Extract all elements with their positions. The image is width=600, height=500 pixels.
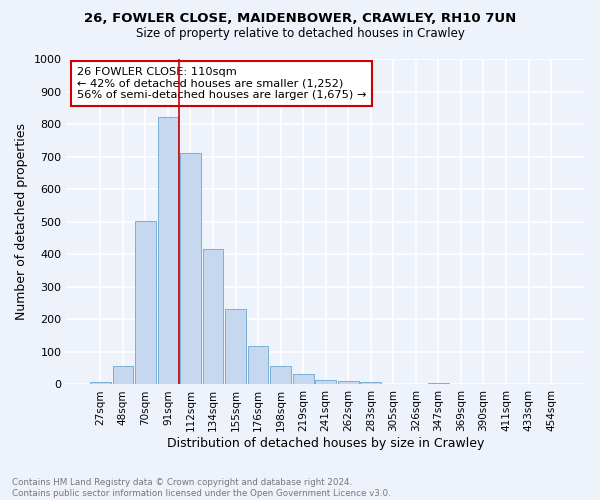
Bar — [361, 382, 381, 384]
Bar — [180, 154, 201, 384]
Bar — [225, 309, 246, 384]
Text: Size of property relative to detached houses in Crawley: Size of property relative to detached ho… — [136, 28, 464, 40]
Bar — [158, 117, 178, 384]
X-axis label: Distribution of detached houses by size in Crawley: Distribution of detached houses by size … — [167, 437, 484, 450]
Text: 26 FOWLER CLOSE: 110sqm
← 42% of detached houses are smaller (1,252)
56% of semi: 26 FOWLER CLOSE: 110sqm ← 42% of detache… — [77, 67, 366, 100]
Bar — [338, 381, 359, 384]
Y-axis label: Number of detached properties: Number of detached properties — [15, 123, 28, 320]
Bar — [316, 380, 336, 384]
Text: 26, FOWLER CLOSE, MAIDENBOWER, CRAWLEY, RH10 7UN: 26, FOWLER CLOSE, MAIDENBOWER, CRAWLEY, … — [84, 12, 516, 26]
Bar — [270, 366, 291, 384]
Bar — [248, 346, 268, 385]
Bar — [293, 374, 314, 384]
Bar — [113, 366, 133, 384]
Bar — [203, 250, 223, 384]
Bar — [428, 383, 449, 384]
Bar — [90, 382, 111, 384]
Text: Contains HM Land Registry data © Crown copyright and database right 2024.
Contai: Contains HM Land Registry data © Crown c… — [12, 478, 391, 498]
Bar — [135, 221, 156, 384]
